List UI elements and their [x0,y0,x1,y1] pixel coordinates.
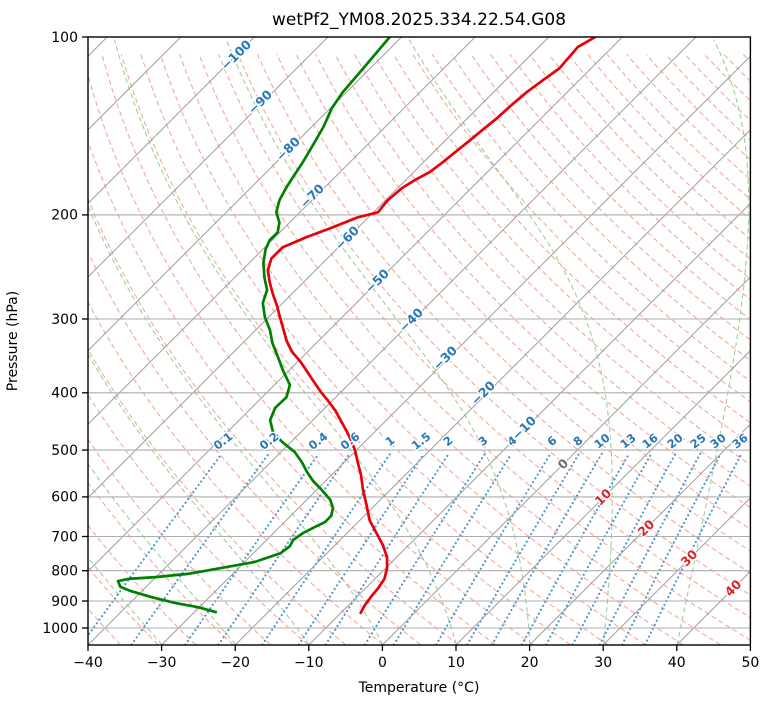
y-tick-label: 1000 [42,621,78,637]
x-tick-label: −20 [220,655,250,671]
x-tick-label: −40 [73,655,103,671]
x-tick-label: 0 [378,655,387,671]
y-tick-label: 100 [51,30,78,46]
y-tick-label: 700 [51,529,78,545]
y-tick-label: 800 [51,564,78,580]
x-tick-label: 40 [668,655,686,671]
x-tick-label: 30 [594,655,612,671]
y-tick-label: 400 [51,386,78,402]
x-tick-label: 50 [741,655,759,671]
x-axis-label: Temperature (°C) [358,680,480,696]
x-tick-label: 20 [521,655,539,671]
x-tick-label: −10 [294,655,324,671]
y-tick-label: 600 [51,490,78,506]
y-tick-label: 200 [51,208,78,224]
x-tick-label: 10 [447,655,465,671]
y-axis-label: Pressure (hPa) [5,291,21,391]
chart-title: wetPf2_YM08.2025.334.22.54.G08 [272,10,566,30]
x-tick-label: −30 [147,655,177,671]
y-tick-label: 900 [51,594,78,610]
y-tick-label: 300 [51,312,78,328]
y-tick-label: 500 [51,443,78,459]
